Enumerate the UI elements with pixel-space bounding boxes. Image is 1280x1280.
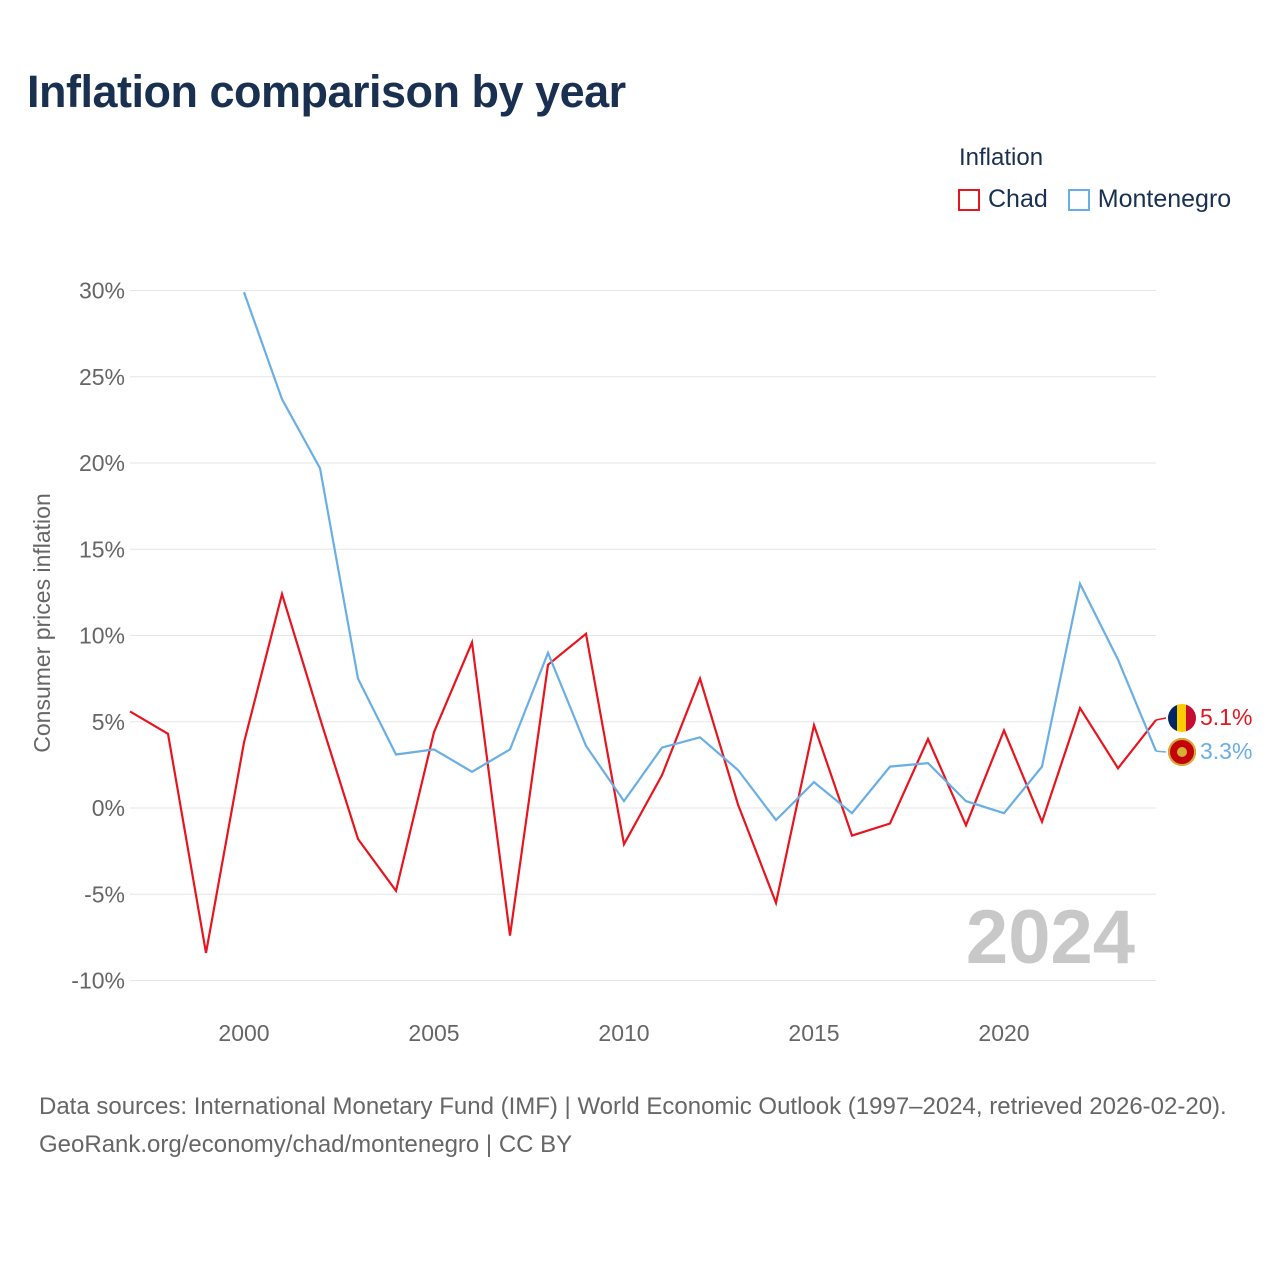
- y-tick-label: -5%: [84, 881, 125, 907]
- y-tick-label: 0%: [92, 795, 125, 821]
- x-tick-label: 2005: [408, 1020, 459, 1046]
- legend-swatch-montenegro: [1067, 188, 1090, 211]
- series-line-montenegro: [242, 291, 1158, 822]
- chad-end-connector: [1155, 717, 1167, 721]
- series-line-chad: [129, 590, 1157, 954]
- legend-label-montenegro: Montenegro: [1097, 185, 1232, 213]
- y-tick-label: -10%: [71, 968, 125, 994]
- y-tick-label: 25%: [79, 364, 125, 390]
- y-tick-label: 15%: [79, 536, 125, 562]
- grid-lines: [130, 290, 1156, 981]
- x-tick-label: 2010: [598, 1020, 649, 1046]
- source-link[interactable]: GeoRank.org/economy/chad/montenegro | CC…: [39, 1131, 573, 1158]
- chad-end-label: 5.1%: [1200, 704, 1252, 730]
- montenegro-end-label: 3.3%: [1200, 738, 1252, 764]
- legend-swatch-chad: [958, 188, 980, 211]
- data-sources: Data sources: International Monetary Fun…: [39, 1093, 1227, 1120]
- y-tick-label: 5%: [92, 709, 125, 735]
- legend-title: Inflation: [959, 144, 1044, 171]
- legend-item-chad[interactable]: Chad: [958, 185, 1048, 214]
- y-tick-label: 10%: [79, 623, 125, 649]
- chad-flag-icon: [1168, 704, 1196, 732]
- year-watermark: 2024: [966, 895, 1135, 980]
- footer: Data sources: International Monetary Fun…: [39, 1088, 1249, 1164]
- y-axis-label: Consumer prices inflation: [29, 493, 55, 753]
- montenegro-end-connector: [1155, 750, 1167, 753]
- x-axis: 2000 2005 2010 2015 2020: [218, 1020, 1029, 1046]
- legend: Chad Montenegro: [958, 185, 1251, 214]
- line-chart: 30%25%20%15%10%5%0%-5%-10% 2000 2005 2010 2…: [29, 278, 1252, 1047]
- chart-title: Inflation comparison by year: [27, 66, 626, 117]
- series-lines: [129, 291, 1167, 954]
- montenegro-flag-icon: [1168, 738, 1196, 766]
- y-axis: 30% 25% 20% 15% 10% 5% 0% -5% -10%: [71, 278, 125, 994]
- x-tick-label: 2020: [978, 1020, 1029, 1046]
- legend-item-montenegro[interactable]: Montenegro: [1067, 185, 1232, 214]
- y-tick-label: 20%: [79, 450, 125, 476]
- end-markers: 5.1% 3.3%: [1168, 704, 1252, 766]
- legend-label-chad: Chad: [988, 185, 1048, 213]
- x-tick-label: 2000: [218, 1020, 269, 1046]
- x-tick-label: 2015: [788, 1020, 839, 1046]
- y-tick-label: 30%: [79, 278, 125, 304]
